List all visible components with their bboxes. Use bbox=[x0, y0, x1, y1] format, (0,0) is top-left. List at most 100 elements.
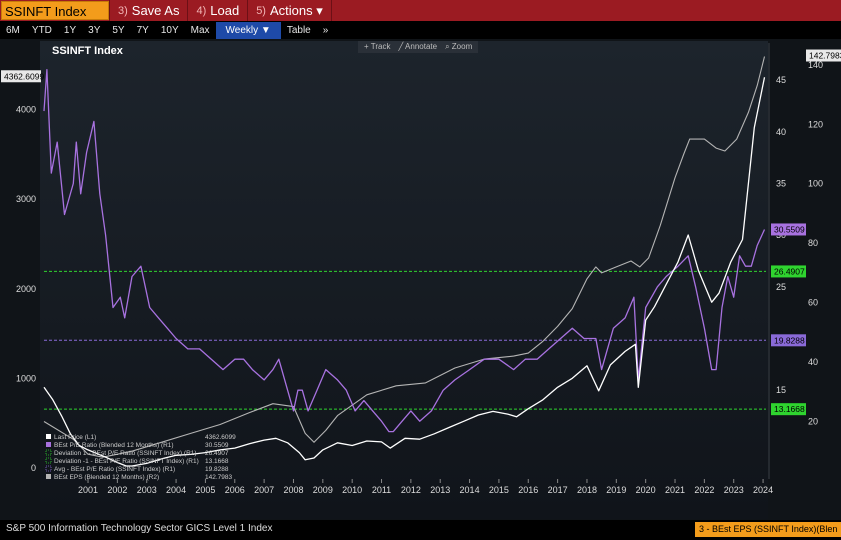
x-axis-tick-label: 2017 bbox=[548, 485, 568, 495]
left-axis-tick-label: 0 bbox=[31, 463, 36, 473]
ticker-input[interactable]: SSINFT Index bbox=[1, 1, 109, 20]
series-line bbox=[43, 56, 766, 458]
range-7y[interactable]: 7Y bbox=[136, 25, 149, 36]
load-number: 4) bbox=[196, 4, 207, 17]
legend-value: 4362.6099 bbox=[205, 434, 236, 441]
legend-label: Deviation -1 - BEst P/E Ratio (SSINFT In… bbox=[54, 458, 199, 465]
range-ytd[interactable]: YTD bbox=[31, 25, 52, 36]
x-axis-tick-label: 2018 bbox=[577, 485, 597, 495]
x-axis-tick-label: 2013 bbox=[430, 485, 450, 495]
x-axis-tick-label: 2015 bbox=[489, 485, 509, 495]
frequency-dropdown[interactable]: Weekly ▼ bbox=[215, 22, 281, 39]
legend-label: BEst P/E Ratio (Blended 12 Months) (R1) bbox=[54, 442, 174, 449]
range-6m[interactable]: 6M bbox=[6, 25, 20, 36]
track-tool[interactable]: + Track bbox=[364, 42, 391, 51]
x-axis-tick-label: 2023 bbox=[724, 485, 744, 495]
x-axis-tick-label: 2014 bbox=[460, 485, 480, 495]
right-pe-tick-label: 15 bbox=[776, 385, 786, 395]
series-line bbox=[43, 77, 766, 467]
range-10y[interactable]: 10Y bbox=[160, 25, 179, 36]
legend-label: BEst EPS (Blended 12 Months) (R2) bbox=[54, 474, 159, 481]
right-pe-tick-label: 35 bbox=[776, 178, 786, 188]
chart-title: SSINFT Index bbox=[52, 45, 123, 57]
range-bar: 6M YTD 1Y 3Y 5Y 7Y 10Y Max Weekly ▼ Tabl… bbox=[0, 22, 841, 39]
x-axis-tick-label: 2022 bbox=[694, 485, 714, 495]
x-axis-tick-label: 2002 bbox=[107, 485, 127, 495]
legend-swatch bbox=[45, 465, 52, 472]
x-axis-tick-label: 2006 bbox=[225, 485, 245, 495]
left-axis-tick-label: 3000 bbox=[16, 194, 36, 204]
eps-last-tag: 142.7983 bbox=[809, 51, 841, 61]
legend-swatch bbox=[45, 457, 52, 464]
actions-number: 5) bbox=[256, 4, 266, 17]
legend-value: 30.5509 bbox=[205, 442, 229, 449]
legend-label: Last Price (L1) bbox=[54, 434, 96, 441]
dev-plus-tag-bg bbox=[771, 265, 806, 278]
x-axis-tick-label: 2019 bbox=[606, 485, 626, 495]
x-axis-tick-label: 2003 bbox=[137, 485, 157, 495]
save-as-button[interactable]: 3) Save As bbox=[109, 0, 187, 21]
actions-button[interactable]: 5) Actions ▾ bbox=[247, 0, 331, 21]
x-axis-tick-label: 2009 bbox=[313, 485, 333, 495]
right-eps-tick-label: 140 bbox=[808, 60, 823, 70]
x-axis-tick-label: 2012 bbox=[401, 485, 421, 495]
x-axis-tick-label: 2021 bbox=[665, 485, 685, 495]
more-button[interactable]: » bbox=[322, 25, 329, 36]
left-axis-tick-label: 2000 bbox=[16, 284, 36, 294]
right-eps-tick-label: 40 bbox=[808, 357, 818, 367]
series-line bbox=[43, 69, 766, 433]
annotate-tool[interactable]: ╱ Annotate bbox=[398, 42, 438, 51]
legend-swatch bbox=[46, 434, 51, 439]
security-description: S&P 500 Information Technology Sector GI… bbox=[6, 523, 273, 534]
legend-swatch bbox=[46, 442, 51, 447]
dev-minus-tag-bg bbox=[771, 403, 806, 416]
x-axis-tick-label: 2001 bbox=[78, 485, 98, 495]
right-eps-tick-label: 20 bbox=[808, 417, 818, 427]
left-axis-tick-label: 1000 bbox=[16, 373, 36, 383]
right-eps-tick-label: 100 bbox=[808, 179, 823, 189]
eps-last-tag-bg bbox=[806, 49, 841, 62]
x-axis-tick-label: 2016 bbox=[518, 485, 538, 495]
command-bar: SSINFT Index 3) Save As 4) Load 5) Actio… bbox=[0, 0, 841, 21]
legend-value: 26.4907 bbox=[205, 450, 229, 457]
right-pe-tick-label: 25 bbox=[776, 282, 786, 292]
pe-last-tag: 30.5509 bbox=[774, 224, 805, 234]
x-axis-tick-label: 2004 bbox=[166, 485, 186, 495]
load-button[interactable]: 4) Load bbox=[187, 0, 247, 21]
zoom-tool[interactable]: ⌕ Zoom bbox=[445, 42, 473, 51]
range-max[interactable]: Max bbox=[190, 25, 210, 36]
legend-label: Deviation 1 - BEst P/E Ratio (SSINFT Ind… bbox=[54, 450, 197, 457]
legend-value: 19.8288 bbox=[205, 466, 229, 473]
left-axis-tick-label: 4000 bbox=[16, 105, 36, 115]
x-axis-tick-label: 2011 bbox=[372, 485, 391, 495]
legend-swatch bbox=[46, 474, 51, 479]
series-selector[interactable]: 3 - BEst EPS (SSINFT Index)(Blen bbox=[695, 522, 841, 537]
range-1y[interactable]: 1Y bbox=[63, 25, 77, 36]
save-as-label: Save As bbox=[131, 3, 180, 18]
range-3y[interactable]: 3Y bbox=[88, 25, 101, 36]
right-eps-tick-label: 120 bbox=[808, 119, 823, 129]
status-bar: S&P 500 Information Technology Sector GI… bbox=[0, 520, 841, 540]
x-axis-tick-label: 2024 bbox=[753, 485, 773, 495]
chart-tools: + Track ╱ Annotate ⌕ Zoom bbox=[358, 41, 479, 53]
legend-swatch bbox=[45, 449, 52, 456]
legend-value: 142.7983 bbox=[205, 474, 232, 481]
legend-label: Avg - BEst P/E Ratio (SSINFT Index) (R1) bbox=[54, 466, 175, 473]
x-axis-tick-label: 2010 bbox=[342, 485, 362, 495]
right-eps-tick-label: 80 bbox=[808, 238, 818, 248]
chart-panel: + Track ╱ Annotate ⌕ Zoom 0 1000 2000 3000 4… bbox=[0, 39, 841, 520]
legend-value: 13.1668 bbox=[205, 458, 229, 465]
x-axis-tick-label: 2020 bbox=[636, 485, 656, 495]
range-5y[interactable]: 5Y bbox=[112, 25, 125, 36]
load-label: Load bbox=[210, 3, 240, 18]
command-bar-fill bbox=[330, 0, 841, 21]
x-axis-tick-label: 2005 bbox=[195, 485, 215, 495]
right-pe-tick-label: 45 bbox=[776, 75, 786, 85]
x-axis-tick-label: 2008 bbox=[283, 485, 303, 495]
avg-tag: 19.8288 bbox=[774, 335, 805, 345]
x-axis-tick-label: 2007 bbox=[254, 485, 274, 495]
table-button[interactable]: Table bbox=[286, 25, 311, 36]
dev-plus-tag: 26.4907 bbox=[774, 266, 805, 276]
pe-last-tag-bg bbox=[771, 223, 806, 236]
chart-svg: 0100020003000400015202530354045204060801… bbox=[1, 43, 841, 495]
